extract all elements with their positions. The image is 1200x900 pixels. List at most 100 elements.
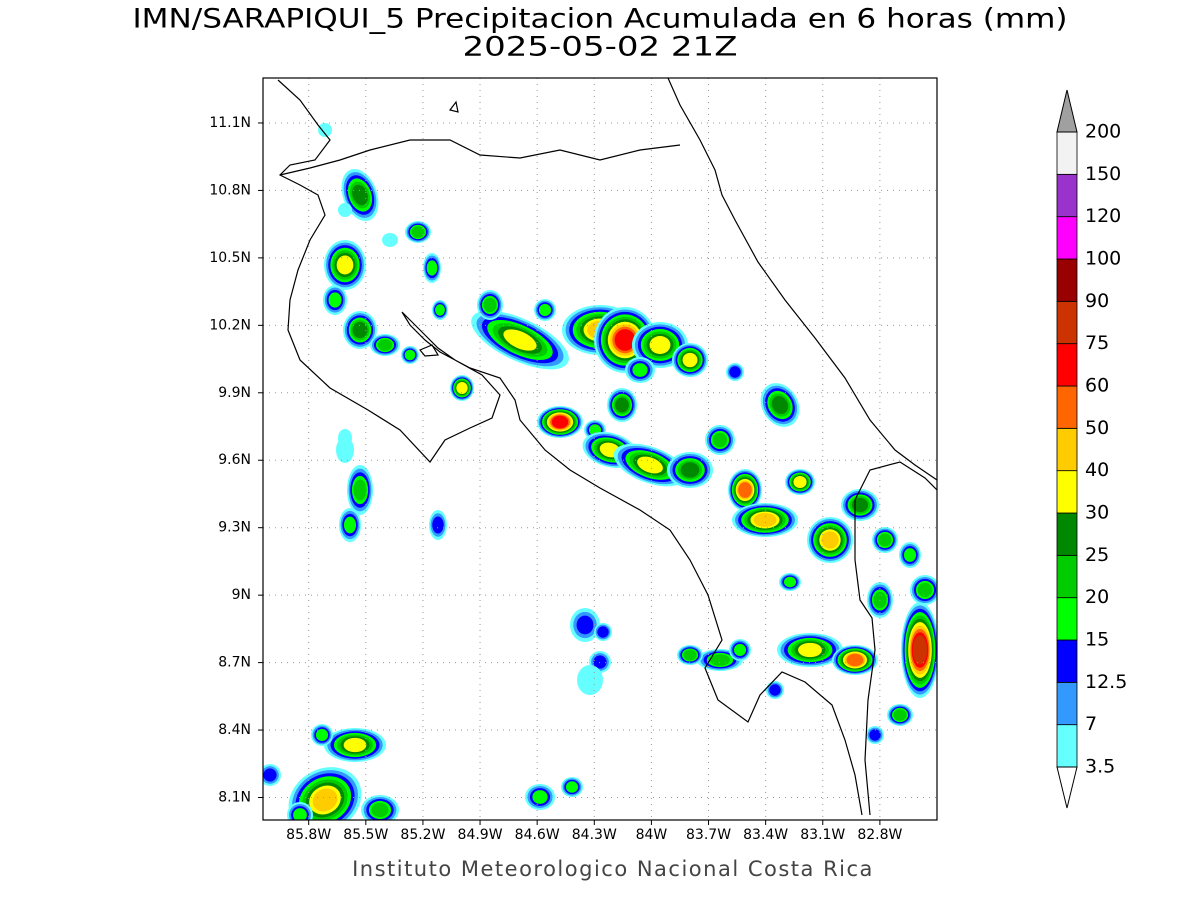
precip-cell (632, 322, 688, 368)
lat-tick-label: 11.1N (209, 115, 251, 131)
colorbar-segment (1056, 554, 1078, 599)
precip-contour (729, 366, 741, 378)
colorbar-segment (1056, 639, 1078, 683)
precip-cell (429, 510, 447, 540)
colorbar-label: 30 (1085, 502, 1109, 524)
precip-contour (903, 548, 917, 562)
colorbar-segment (1056, 427, 1078, 472)
precip-cell (339, 508, 361, 542)
precip-cell (311, 724, 333, 746)
precip-contour (712, 432, 728, 448)
precip-cell (625, 357, 655, 383)
colorbar-label: 120 (1085, 205, 1121, 227)
precip-cell (729, 639, 751, 661)
precip-contour (798, 642, 822, 658)
precip-contour (551, 415, 569, 429)
coastline (448, 100, 459, 113)
precip-cell (613, 443, 687, 487)
colorbar-label: 60 (1085, 375, 1109, 397)
precip-contour (878, 533, 892, 547)
lat-tick-label: 10.2N (209, 317, 251, 333)
precip-cell (343, 311, 377, 349)
precip-cell (872, 527, 898, 553)
precip-cell (766, 681, 784, 699)
precip-cell (471, 310, 569, 370)
precip-contour (328, 292, 342, 308)
title-line: 2025-05-02 21Z (463, 32, 738, 63)
lat-tick-label: 9.6N (218, 452, 251, 468)
lon-tick-label: 84W (636, 827, 668, 843)
colorbar-segment (1056, 512, 1078, 556)
colorbar-segment (1056, 173, 1078, 218)
precip-cell (347, 465, 373, 515)
precip-contour (637, 456, 663, 474)
colorbar-segment (1056, 385, 1078, 429)
precip-contour (738, 482, 752, 498)
precip-cell (341, 168, 379, 222)
precip-cell (338, 203, 352, 217)
precip-contour (615, 397, 629, 413)
precip-contour (682, 352, 698, 368)
lat-tick-label: 10.5N (209, 250, 251, 266)
precip-cell (324, 728, 386, 762)
border (279, 139, 681, 176)
precip-cell (263, 764, 281, 786)
precip-contour (382, 233, 398, 247)
precip-cell (361, 795, 399, 820)
precip-contour (893, 709, 907, 721)
precip-contour (649, 336, 671, 354)
lon-tick-label: 84.9W (458, 827, 503, 843)
precip-cell (382, 233, 398, 247)
precip-cell (423, 253, 441, 283)
coastlines (277, 78, 937, 816)
precip-contour (783, 576, 797, 588)
precip-cell (525, 784, 555, 810)
colorbar-segment (1056, 597, 1078, 641)
colorbar-label: 15 (1085, 629, 1109, 651)
precip-cell (401, 346, 419, 364)
precip-contour (293, 808, 307, 820)
colorbar-label: 100 (1085, 248, 1121, 270)
colorbar-segment (1056, 343, 1078, 387)
precip-cell (728, 469, 762, 511)
lat-tick-label: 9N (232, 587, 251, 603)
precip-cell (287, 802, 313, 820)
precip-contour (680, 462, 700, 478)
colorbar-segment (1056, 300, 1078, 345)
lat-tick-label: 8.7N (218, 655, 251, 671)
precip-cell (785, 469, 815, 495)
colorbar-under-arrow (1056, 766, 1078, 809)
lon-tick-label: 84.3W (572, 827, 617, 843)
precip-cell (887, 704, 913, 726)
precip-contour (532, 790, 548, 804)
lon-tick-label: 85.2W (400, 827, 445, 843)
precip-contour (917, 582, 933, 598)
precip-contour (352, 184, 368, 206)
lat-tick-label: 10.8N (209, 182, 251, 198)
colorbar-segment (1056, 131, 1078, 175)
precip-cell (760, 383, 800, 427)
precip-cell (841, 489, 879, 521)
colorbar-over-arrow (1056, 89, 1078, 133)
precip-cell (732, 503, 798, 537)
precip-contour (371, 802, 389, 818)
precip-cell (866, 726, 884, 744)
precip-contour (769, 684, 781, 696)
precip-cell (432, 300, 448, 320)
precip-contour (503, 329, 537, 351)
lat-tick-label: 9.9N (218, 385, 251, 401)
colorbar-label: 12.5 (1085, 671, 1127, 693)
precip-cell (726, 363, 744, 381)
grid (258, 78, 937, 825)
precip-contour (338, 429, 352, 447)
lon-tick-label: 82.8W (857, 827, 902, 843)
precip-cell (534, 299, 556, 321)
precip-cell (561, 777, 583, 797)
lon-tick-label: 83.1W (800, 827, 845, 843)
precip-cell (807, 517, 853, 563)
colorbar-label: 50 (1085, 417, 1109, 439)
precip-cell (577, 665, 603, 695)
colorbar-segment (1056, 216, 1078, 260)
precip-contour (576, 615, 594, 635)
precip-contour (343, 516, 357, 534)
